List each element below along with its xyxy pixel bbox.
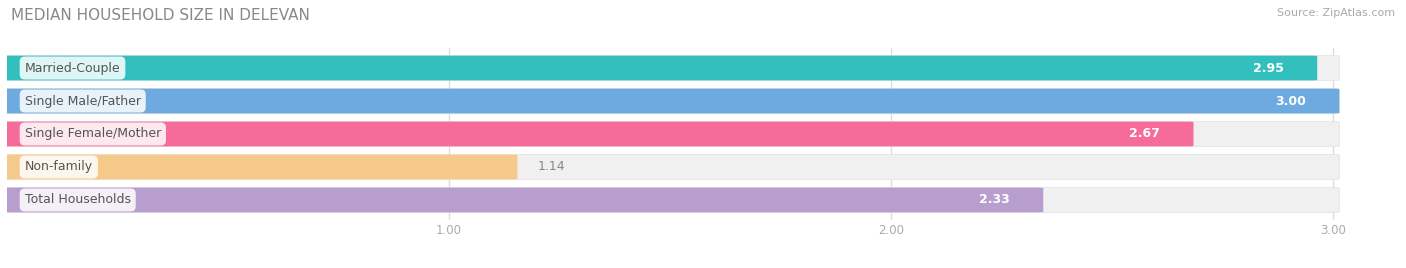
Text: 1.14: 1.14 (537, 161, 565, 173)
FancyBboxPatch shape (0, 188, 1340, 212)
FancyBboxPatch shape (0, 155, 517, 179)
Text: 2.33: 2.33 (980, 193, 1010, 206)
FancyBboxPatch shape (0, 89, 1340, 113)
Text: Non-family: Non-family (25, 161, 93, 173)
Text: Source: ZipAtlas.com: Source: ZipAtlas.com (1277, 8, 1395, 18)
Text: 3.00: 3.00 (1275, 95, 1306, 107)
FancyBboxPatch shape (0, 122, 1194, 146)
Text: 2.67: 2.67 (1129, 128, 1160, 140)
FancyBboxPatch shape (0, 155, 1340, 179)
Text: 2.95: 2.95 (1253, 62, 1284, 75)
Text: Married-Couple: Married-Couple (25, 62, 121, 75)
Text: Single Male/Father: Single Male/Father (25, 95, 141, 107)
FancyBboxPatch shape (0, 188, 1043, 212)
Text: MEDIAN HOUSEHOLD SIZE IN DELEVAN: MEDIAN HOUSEHOLD SIZE IN DELEVAN (11, 8, 311, 23)
FancyBboxPatch shape (0, 89, 1340, 113)
FancyBboxPatch shape (0, 56, 1317, 80)
FancyBboxPatch shape (0, 122, 1340, 146)
Text: Single Female/Mother: Single Female/Mother (25, 128, 160, 140)
Text: Total Households: Total Households (25, 193, 131, 206)
FancyBboxPatch shape (0, 56, 1340, 80)
